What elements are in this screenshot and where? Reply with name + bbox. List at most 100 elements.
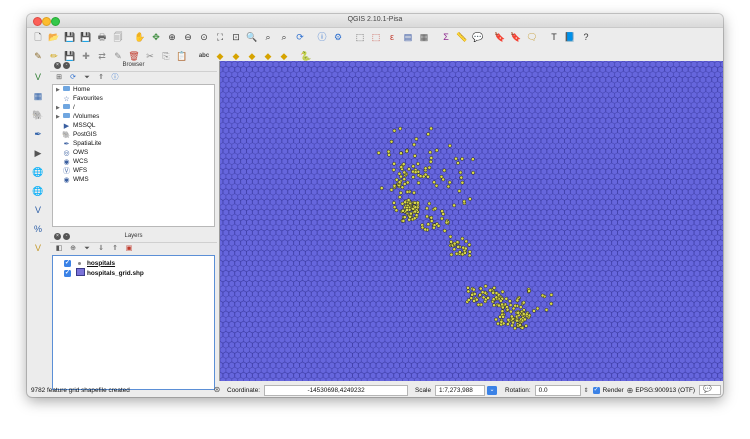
new-bookmark-icon[interactable]: 🔖 [510,32,522,42]
whats-this-icon[interactable]: ? [583,32,589,42]
hospital-point[interactable] [500,289,505,294]
cut-features-icon[interactable]: ✂ [146,51,154,61]
browser-item[interactable]: ▶ /Volumes [53,112,214,121]
hospital-point[interactable] [472,299,476,303]
hospital-point[interactable] [518,305,523,309]
hospital-point[interactable] [425,206,429,211]
hospital-point[interactable] [391,168,396,172]
hospital-point[interactable] [426,132,431,136]
browser-item[interactable]: ☆ Favourites [53,94,214,103]
hospital-point[interactable] [434,148,439,153]
copy-features-icon[interactable]: ⎘ [162,51,170,61]
hospital-point[interactable] [436,224,441,228]
hospital-point[interactable] [429,156,434,160]
filter-icon[interactable]: ⏷ [84,74,90,81]
minimize-window-button[interactable] [42,17,51,26]
hospital-point[interactable] [412,216,417,221]
hospital-point[interactable] [506,322,510,326]
zoom-layer-icon[interactable]: ⊡ [232,32,240,42]
hospital-point[interactable] [492,286,497,290]
hospital-point[interactable] [513,326,517,331]
hospital-point[interactable] [491,297,496,302]
hospital-point[interactable] [524,324,528,328]
browser-item[interactable]: Ⓥ WFS [53,166,214,175]
paste-features-icon[interactable]: 📋 [176,51,188,61]
hospital-point[interactable] [412,190,416,195]
close-window-button[interactable] [33,17,42,26]
hospital-point[interactable] [400,185,405,190]
hospital-point[interactable] [499,319,504,324]
hospital-point[interactable] [392,128,397,133]
zoom-in-icon[interactable]: ⊕ [168,32,176,42]
hospital-point[interactable] [392,205,397,210]
node-tool-icon[interactable]: ✎ [114,51,122,61]
hospital-point[interactable] [460,180,465,185]
hospital-point[interactable] [429,215,434,220]
hospital-point[interactable] [413,154,417,158]
expand-arrow-icon[interactable]: ▶ [56,86,60,93]
hospital-point[interactable] [421,174,426,179]
hospital-point[interactable] [455,240,460,244]
add-group-icon[interactable]: ⊕ [70,245,76,252]
hospital-point[interactable] [464,239,469,244]
panel-close-icon[interactable]: × [54,62,61,69]
hospital-point[interactable] [423,166,428,171]
hospital-point[interactable] [448,234,453,239]
hospital-point[interactable] [404,149,409,154]
zoom-actual-icon[interactable]: ⊙ [200,32,208,42]
hospital-point[interactable] [402,177,407,181]
hospital-point[interactable] [425,214,429,219]
hospital-point[interactable] [452,241,457,246]
hospital-point[interactable] [401,219,406,223]
hospital-point[interactable] [510,323,514,328]
zoom-last-icon[interactable]: ⌕ [265,32,271,42]
hospital-point[interactable] [520,326,525,330]
hospital-point[interactable] [458,250,462,254]
hospital-point[interactable] [462,199,467,204]
hospital-point[interactable] [413,170,418,175]
hospital-point[interactable] [413,209,418,214]
properties-icon[interactable]: ⓘ [111,74,119,81]
add-mssql-layer-icon[interactable]: ▶ [34,148,42,158]
hospital-point[interactable] [483,284,488,288]
expand-arrow-icon[interactable]: ▶ [56,113,60,120]
add-wfs-layer-icon[interactable]: V [34,205,41,215]
refresh-icon[interactable]: ⟳ [296,32,304,42]
label-abc-icon[interactable]: abc [198,53,210,59]
hospital-point[interactable] [540,293,545,298]
hospital-point[interactable] [454,156,458,161]
hospital-point[interactable] [444,220,449,225]
hospital-point[interactable] [535,306,540,311]
hospital-point[interactable] [467,253,472,258]
zoom-full-icon[interactable]: ⛶ [216,32,224,42]
hospital-point[interactable] [429,219,434,223]
deselect-icon[interactable]: ⬚ [371,32,381,42]
hospital-point[interactable] [401,208,405,213]
hospital-point[interactable] [432,225,436,230]
expand-all-icon[interactable]: ⇓ [98,245,104,252]
hospital-point[interactable] [389,188,394,192]
hospital-point[interactable] [379,186,384,190]
browser-item[interactable]: ◉ WMS [53,175,214,184]
hospital-point[interactable] [449,252,454,257]
add-feature-icon[interactable]: ✚ [82,51,90,61]
hospital-point[interactable] [488,288,493,293]
save-project-icon[interactable]: 💾 [64,32,76,42]
hospital-point[interactable] [423,227,428,232]
hospital-point[interactable] [405,180,410,185]
hospital-point[interactable] [402,182,407,186]
render-checkbox[interactable]: ✓ [592,386,600,394]
hospital-point[interactable] [392,183,397,188]
hospital-point[interactable] [433,206,438,211]
hospital-point[interactable] [402,215,407,220]
composer-manager-icon[interactable]: 🗐 [113,32,123,42]
help-book-icon[interactable]: 📘 [564,32,576,42]
add-raster-layer-icon[interactable]: ▦ [33,91,43,101]
hospital-point[interactable] [392,161,396,166]
hospital-point[interactable] [456,161,460,165]
browser-item[interactable]: 🐘 PostGIS [53,130,214,139]
hospital-point[interactable] [497,303,501,308]
hospital-point[interactable] [496,321,500,326]
hospital-point[interactable] [426,222,431,227]
hospital-point[interactable] [458,170,463,175]
